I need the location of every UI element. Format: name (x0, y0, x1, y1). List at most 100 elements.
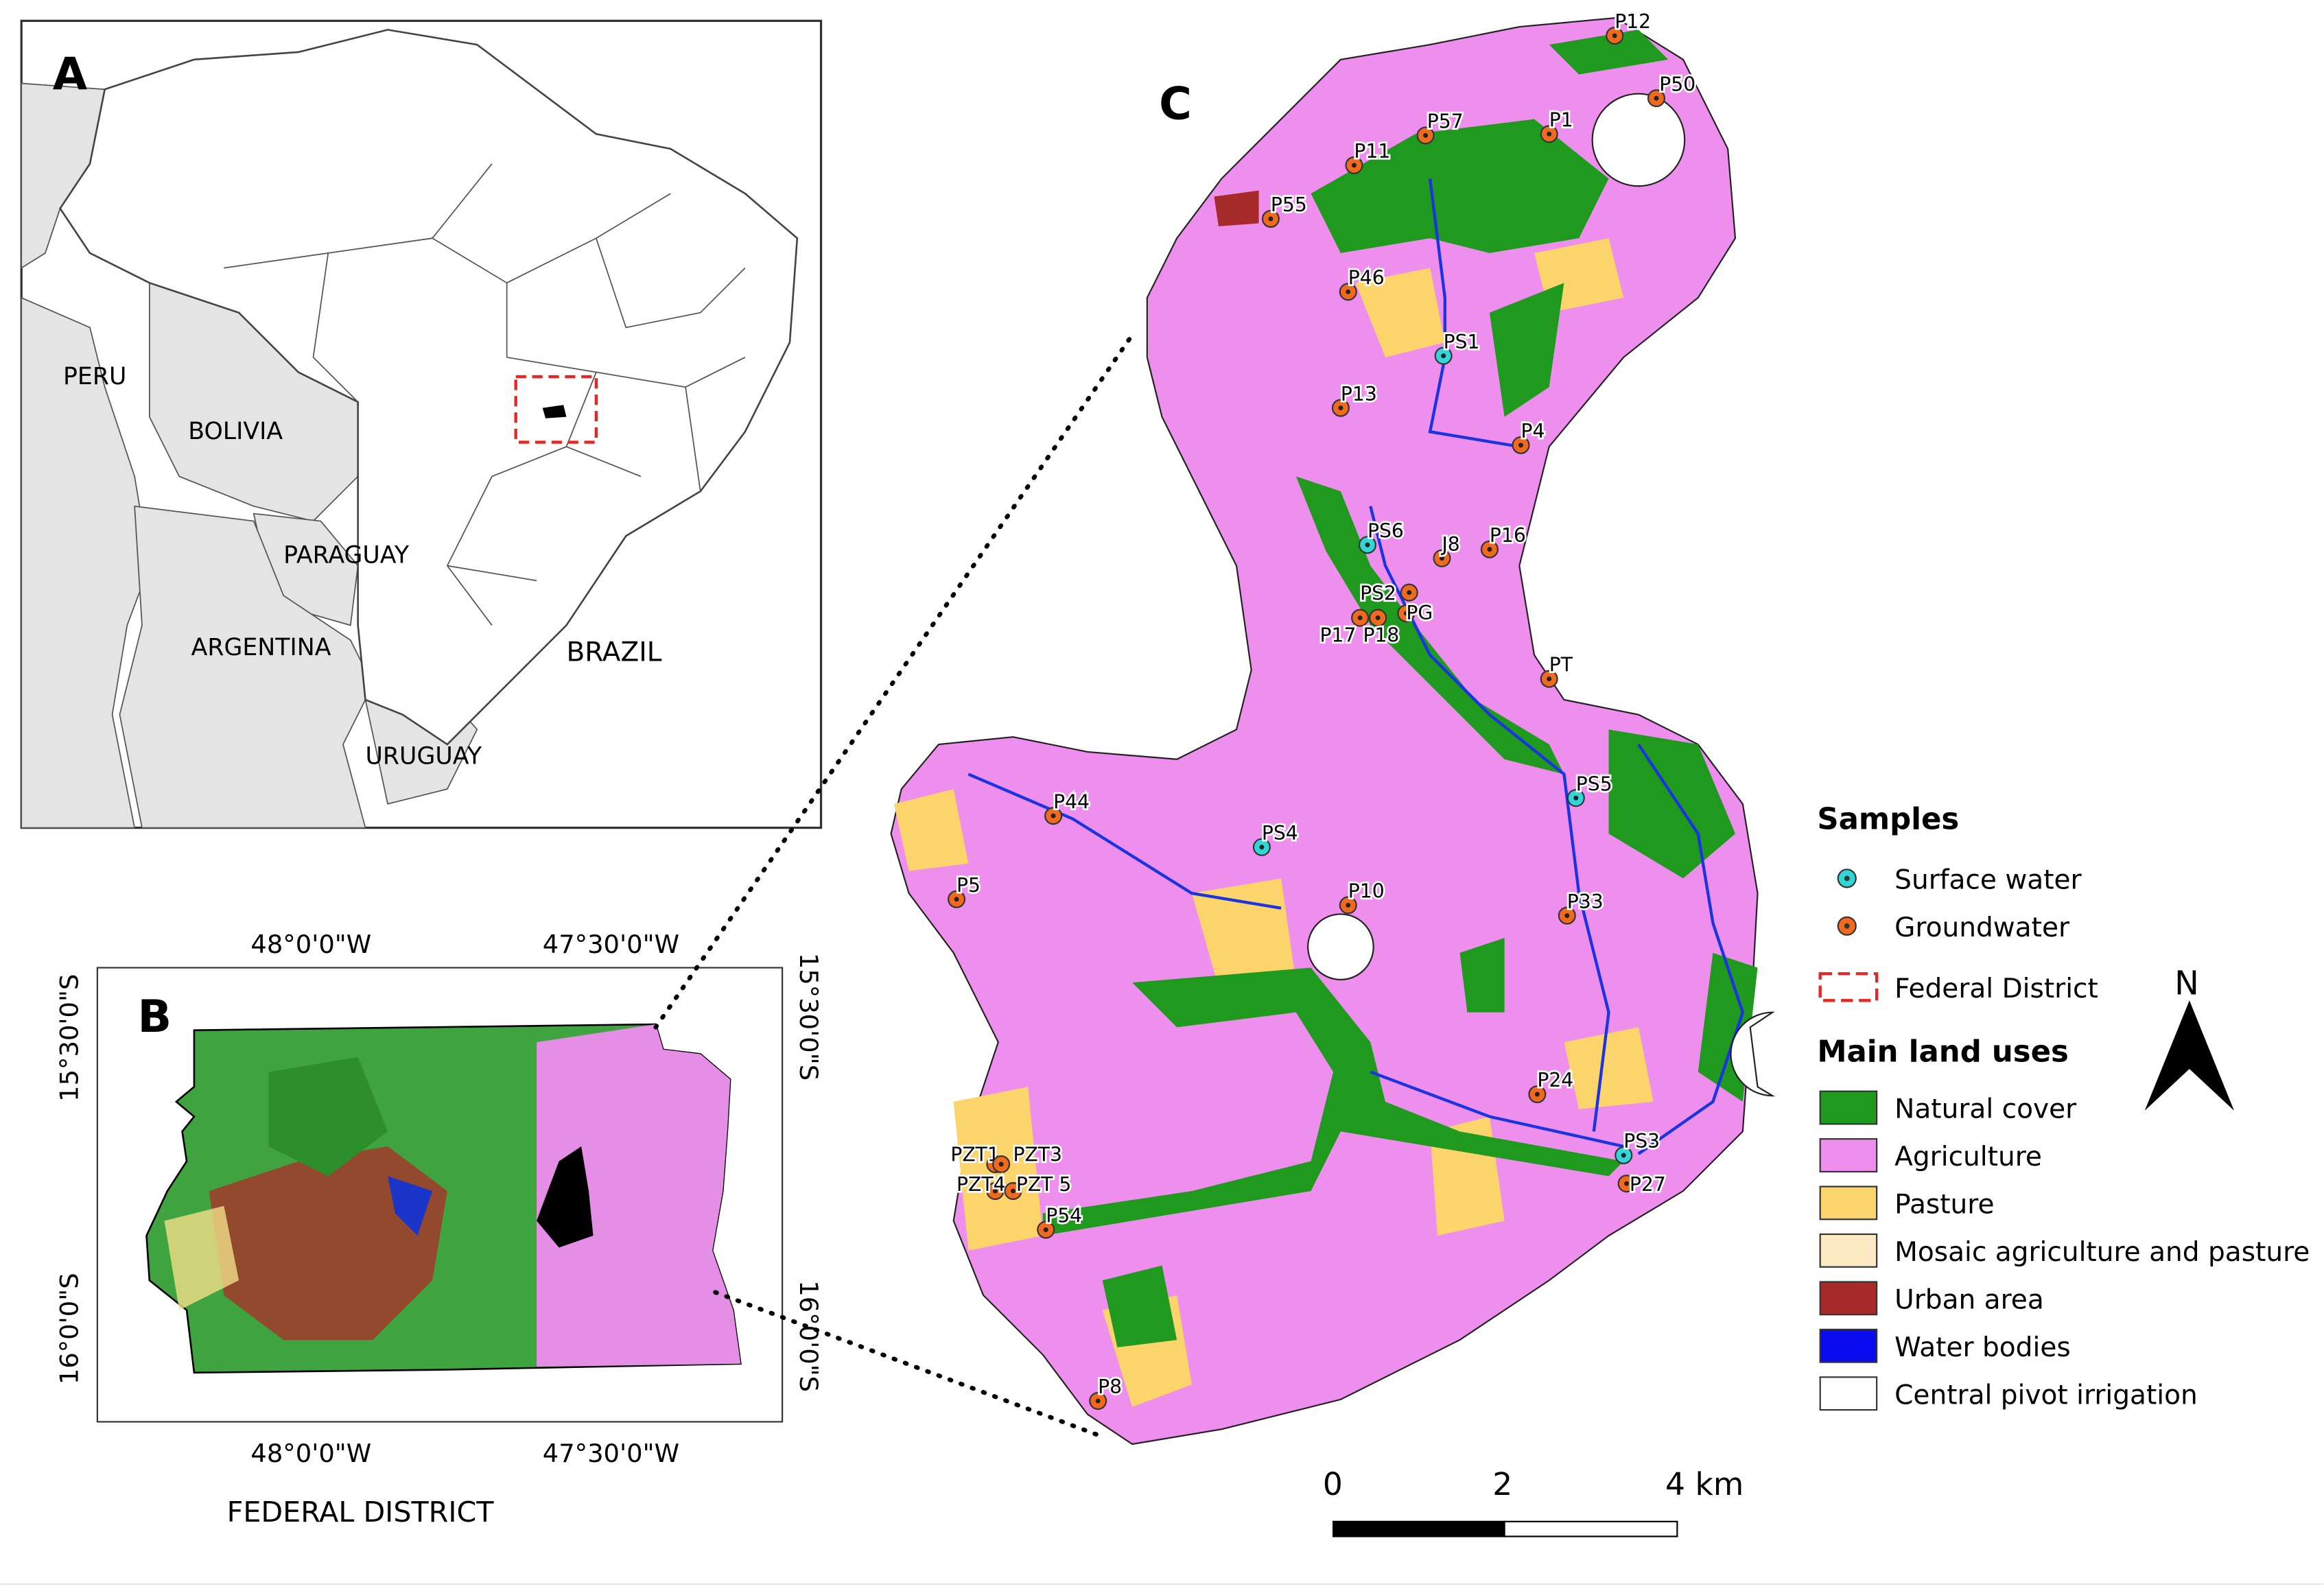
sample-point-core-pt (1547, 676, 1552, 682)
legend: Samples Surface water Groundwater Federa… (1817, 803, 2310, 1411)
legend-federal-district: Federal District (1894, 974, 2098, 1004)
legend-samples-title: Samples (1817, 803, 1959, 837)
panel-b-letter: B (137, 991, 172, 1043)
sample-label-p10: P10 (1348, 880, 1385, 903)
sample-label-p8: P8 (1098, 1376, 1122, 1398)
legend-swatch-mosaic-agriculture-and-pasture (1819, 1233, 1878, 1268)
panel-b-map: B 48°0'0"W 47°30'0"W 48°0'0"W 47°30'0"W … (55, 930, 823, 1529)
sample-label-p18: P18 (1363, 624, 1399, 646)
sample-label-p55: P55 (1271, 193, 1307, 216)
sample-point-core-pzt-5 (1011, 1188, 1016, 1194)
legend-label-mosaic-agriculture-and-pasture: Mosaic agriculture and pasture (1894, 1237, 2310, 1268)
panel-c-letter: C (1159, 79, 1192, 130)
sample-point-core-ps5 (1573, 795, 1579, 801)
lat-label-right-1: 15°30'0"S (794, 953, 823, 1081)
sample-label-ps5: PS5 (1576, 772, 1612, 795)
sample-point-core-pzt3 (998, 1161, 1004, 1167)
scale-label-0: 0 (1323, 1466, 1343, 1502)
sample-point-core-p12 (1612, 33, 1617, 38)
sample-point-core-pzt4 (992, 1188, 998, 1194)
sample-point-core-p1 (1547, 131, 1552, 137)
country-label-uruguay: URUGUAY (365, 742, 482, 770)
lat-label-left-2: 16°0'0"S (55, 1273, 84, 1384)
sample-label-pzt1: PZT1 (950, 1144, 1000, 1166)
lon-label-bottom-1: 48°0'0"W (250, 1439, 371, 1468)
sample-point-core-ps6 (1365, 542, 1370, 547)
legend-label-pasture: Pasture (1894, 1190, 1994, 1220)
sample-label-ps1: PS1 (1444, 331, 1480, 353)
sample-point-core-pg (1403, 611, 1409, 616)
sample-point-core-p8 (1095, 1398, 1101, 1404)
sample-label-p46: P46 (1348, 266, 1385, 289)
legend-swatch-natural-cover (1819, 1090, 1878, 1125)
connector-line-top (653, 333, 1135, 1030)
legend-swatch-pasture (1819, 1185, 1878, 1220)
panel-a-map: A PERU BOLIVIA PARAGUAY ARGENTINA BRAZIL… (20, 19, 823, 829)
sample-point-core-p13 (1338, 405, 1343, 411)
sample-label-p50: P50 (1659, 73, 1695, 95)
north-label: N (2174, 965, 2199, 1003)
sample-point-core-p46 (1346, 289, 1351, 294)
sample-label-p13: P13 (1341, 383, 1377, 405)
legend-landuse-title: Main land uses (1817, 1035, 2069, 1069)
sample-point-core-p57 (1423, 133, 1429, 138)
sample-label-j8: J8 (1440, 533, 1459, 556)
sample-label-p44: P44 (1053, 790, 1090, 813)
sample-label-pzt3: PZT3 (1013, 1144, 1062, 1166)
sample-label-pzt4: PZT4 (956, 1173, 1006, 1196)
legend-swatch-agriculture (1819, 1138, 1878, 1172)
sample-point-core-p5 (954, 897, 959, 902)
sample-label-pzt-5: PZT 5 (1016, 1173, 1071, 1196)
panel-c-map: C (890, 16, 1776, 1446)
legend-swatch-urban-area (1819, 1281, 1878, 1316)
sample-point-core-ps3 (1621, 1153, 1626, 1158)
lon-label-top-1: 48°0'0"W (250, 930, 371, 959)
sample-point-core-p55 (1268, 216, 1273, 222)
country-label-bolivia: BOLIVIA (188, 418, 283, 445)
sample-point-core-ps2 (1407, 590, 1412, 595)
sample-point-core-p17 (1357, 615, 1363, 621)
scale-bar: 0 2 4 km (1323, 1466, 1744, 1537)
scale-label-4km: 4 km (1665, 1466, 1744, 1502)
sample-point-core-p27 (1624, 1181, 1630, 1186)
sample-point-core-j8 (1440, 556, 1444, 561)
connector-line-bottom (713, 1290, 1105, 1439)
sample-label-p4: P4 (1521, 420, 1545, 442)
sample-label-p11: P11 (1354, 140, 1390, 163)
sample-label-p27: P27 (1630, 1173, 1666, 1196)
country-label-paraguay: PARAGUAY (283, 541, 410, 569)
sample-label-ps6: PS6 (1368, 519, 1404, 542)
sample-label-p12: P12 (1615, 10, 1651, 33)
sample-point-core-p11 (1351, 163, 1357, 168)
landuse-legend-items: Natural cover Agriculture Pasture Mosaic ag… (1819, 1090, 2310, 1411)
sample-label-pg: PG (1406, 602, 1433, 624)
legend-label-agriculture: Agriculture (1894, 1142, 2042, 1172)
sample-label-ps2: PS2 (1360, 582, 1396, 605)
lon-label-bottom-2: 47°30'0"W (543, 1439, 679, 1468)
sample-point-core-ps4 (1259, 845, 1265, 850)
legend-swatch-water-bodies (1819, 1328, 1878, 1363)
panel-a-letter: A (53, 49, 88, 100)
lat-label-right-2: 16°0'0"S (794, 1280, 823, 1392)
lat-label-left-1: 15°30'0"S (55, 974, 84, 1102)
sample-point-core-ps1 (1441, 353, 1446, 359)
sample-label-p33: P33 (1567, 890, 1604, 913)
sample-label-p1: P1 (1549, 108, 1573, 131)
sample-label-p5: P5 (956, 874, 981, 897)
lon-label-top-2: 47°30'0"W (543, 930, 679, 959)
sample-point-core-p44 (1051, 813, 1056, 818)
sample-point-core-p24 (1534, 1092, 1540, 1097)
sample-point-core-p10 (1346, 902, 1351, 908)
legend-surface-water: Surface water (1894, 865, 2082, 896)
north-arrow: N (2144, 965, 2234, 1111)
sample-label-ps3: PS3 (1623, 1130, 1660, 1153)
sample-label-p17: P17 (1320, 624, 1357, 646)
sample-label-ps4: PS4 (1262, 822, 1298, 845)
sample-label-pt: PT (1549, 654, 1573, 676)
country-label-brazil: BRAZIL (566, 637, 661, 668)
legend-swatch-central-pivot-irrigation (1819, 1376, 1878, 1411)
sample-point-core-p50 (1654, 95, 1659, 101)
north-arrow-icon (2144, 1000, 2234, 1111)
